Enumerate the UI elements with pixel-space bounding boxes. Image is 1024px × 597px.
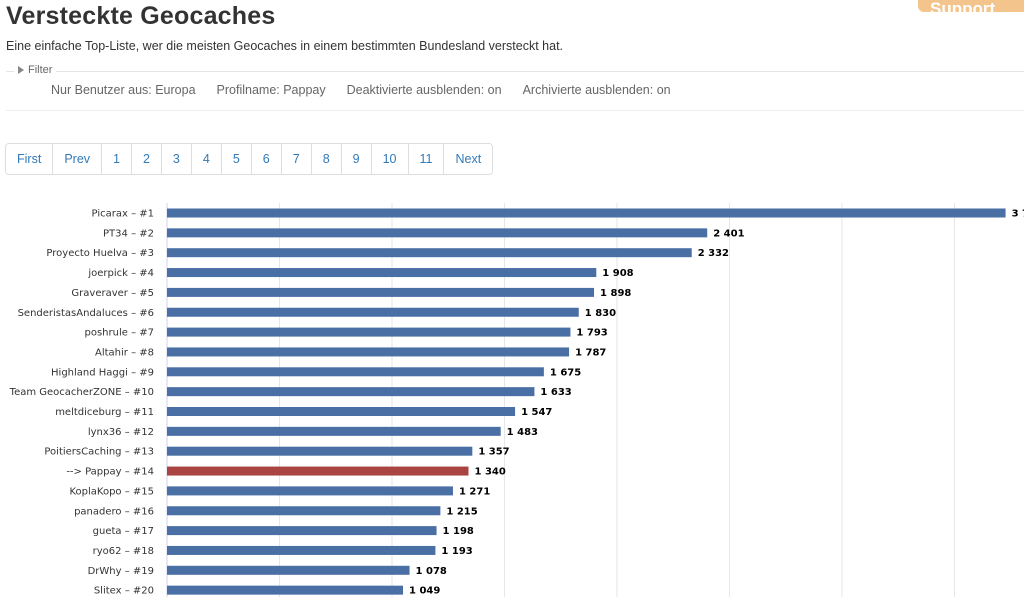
chart-bar [167, 208, 1006, 218]
hidden-caches-bar-chart: Picarax – #1 3 727 PT34 – #2 2 401 Proyecto … [9, 203, 1024, 597]
chart-bar [167, 347, 570, 357]
chart-category-label: Slitex – #20 [94, 586, 154, 597]
chart-value-label: 1 198 [443, 526, 474, 537]
filter-legend-label: Filter [28, 64, 53, 76]
pagination: First Prev 1 2 3 4 5 6 7 8 9 10 11 Next [5, 143, 494, 175]
chart-value-label: 1 215 [446, 506, 477, 517]
chart-bar [167, 446, 473, 456]
chart-value-label: 1 675 [550, 367, 581, 378]
expand-triangle-icon [18, 66, 24, 74]
filter-item-country: Nur Benutzer aus: Europa [51, 83, 196, 97]
chart-value-label: 1 340 [475, 467, 506, 478]
chart-category-label: meltdiceburg – #11 [55, 407, 154, 418]
chart-category-label: Picarax – #1 [92, 209, 154, 220]
chart-value-label: 1 483 [507, 427, 538, 438]
chart-value-label: 1 078 [416, 566, 447, 577]
chart-bar [167, 387, 535, 397]
chart-value-label: 1 193 [441, 546, 472, 557]
page-link-8[interactable]: 8 [310, 144, 341, 174]
chart-category-label: gueta – #17 [93, 526, 154, 537]
filter-toggle[interactable]: Filter [14, 64, 57, 76]
support-button[interactable]: Support [918, 0, 1024, 12]
page-next-link[interactable]: Next [443, 144, 493, 174]
page-link-11[interactable]: 11 [407, 144, 444, 174]
chart-bar [167, 466, 469, 476]
chart-bar [167, 486, 453, 496]
page-subtitle: Eine einfache Top-Liste, wer die meisten… [6, 39, 564, 53]
chart-bar [167, 287, 595, 297]
chart-bar [167, 506, 441, 516]
chart-value-label: 1 787 [575, 347, 606, 358]
chart-bar [167, 327, 571, 337]
chart-category-label: SenderistasAndaluces – #6 [18, 308, 154, 319]
chart-value-label: 1 049 [409, 586, 440, 597]
chart-value-label: 3 727 [1012, 209, 1024, 220]
chart-value-label: 1 633 [540, 387, 571, 398]
chart-category-label: Proyecto Huelva – #3 [46, 248, 154, 259]
page-title: Versteckte Geocaches [6, 2, 276, 30]
chart-category-label: panadero – #16 [74, 506, 154, 517]
chart-category-label: poshrule – #7 [85, 328, 155, 339]
chart-category-label: Graveraver – #5 [71, 288, 154, 299]
chart-value-label: 1 898 [600, 288, 631, 299]
chart-bar [167, 545, 436, 555]
page-link-5[interactable]: 5 [220, 144, 251, 174]
chart-bar [167, 268, 597, 278]
page-link-6[interactable]: 6 [250, 144, 281, 174]
section-divider [6, 110, 1024, 111]
chart-category-label: ryo62 – #18 [93, 546, 154, 557]
chart-category-label: PoitiersCaching – #13 [44, 447, 154, 458]
chart-value-label: 2 401 [713, 228, 744, 239]
chart-value-label: 1 830 [585, 308, 616, 319]
chart-category-label: joerpick – #4 [87, 268, 154, 279]
chart-category-label: --> Pappay – #14 [66, 467, 154, 478]
page-first-link[interactable]: First [6, 144, 53, 174]
page-link-4[interactable]: 4 [190, 144, 221, 174]
chart-category-label: KoplaKopo – #15 [69, 486, 154, 497]
chart-value-label: 1 793 [576, 328, 607, 339]
chart-category-label: lynx36 – #12 [88, 427, 154, 438]
chart-bar [167, 585, 404, 595]
chart-value-label: 2 332 [698, 248, 729, 259]
chart-bar [167, 426, 501, 436]
page-prev-link[interactable]: Prev [52, 144, 102, 174]
chart-value-label: 1 547 [521, 407, 552, 418]
chart-bar [167, 407, 516, 416]
filter-divider [6, 71, 1024, 72]
filter-summary: Nur Benutzer aus: Europa Profilname: Pap… [51, 83, 671, 97]
filter-item-profile: Profilname: Pappay [216, 83, 326, 97]
page-link-7[interactable]: 7 [280, 144, 311, 174]
page-link-9[interactable]: 9 [340, 144, 371, 174]
chart-bar [167, 526, 437, 536]
chart-bar [167, 565, 410, 575]
page-link-2[interactable]: 2 [130, 144, 161, 174]
chart-category-label: PT34 – #2 [103, 228, 154, 239]
chart-value-label: 1 271 [459, 486, 490, 497]
chart-category-label: Altahir – #8 [95, 347, 154, 358]
filter-item-deactivated: Deaktivierte ausblenden: on [346, 83, 502, 97]
page-link-3[interactable]: 3 [160, 144, 191, 174]
chart-bar [167, 367, 544, 377]
page-link-10[interactable]: 10 [370, 144, 408, 174]
chart-category-label: Team GeocacherZONE – #10 [9, 387, 154, 398]
chart-value-label: 1 357 [478, 447, 509, 458]
chart-category-label: DrWhy – #19 [88, 566, 154, 577]
filter-item-archived: Archivierte ausblenden: on [522, 83, 671, 97]
chart-bar [167, 307, 579, 317]
chart-category-label: Highland Haggi – #9 [51, 367, 154, 378]
chart-value-label: 1 908 [602, 268, 633, 279]
chart-bar [167, 228, 708, 238]
page-link-1[interactable]: 1 [101, 144, 131, 174]
chart-bar [167, 248, 692, 258]
